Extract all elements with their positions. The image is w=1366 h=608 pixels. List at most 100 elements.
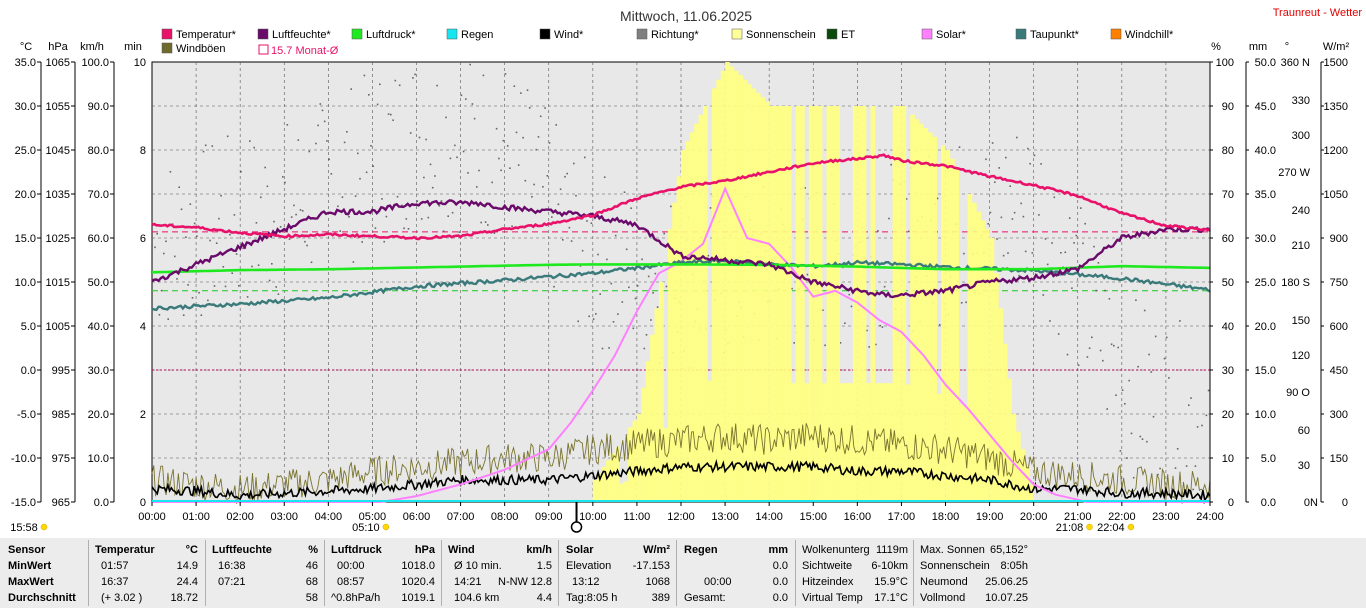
axis-tick-label: 2 (140, 409, 146, 421)
axis-tick-label: 25.0 (15, 145, 36, 157)
direction-point (663, 232, 665, 235)
direction-point (597, 253, 599, 256)
direction-point (709, 207, 712, 209)
series-sunshine (592, 62, 1034, 503)
direction-point (198, 291, 200, 294)
direction-point (372, 165, 374, 167)
direction-point (196, 235, 198, 237)
direction-point (218, 217, 220, 220)
direction-point (875, 343, 877, 346)
stats-misc: Wolkenunterg 1119m Sichtweite 6-10km Hit… (802, 538, 910, 608)
axis-tick-label: 360 N (1281, 57, 1310, 69)
direction-point (991, 142, 994, 144)
direction-point (1029, 162, 1031, 165)
legend-label: Windböen (176, 43, 226, 55)
direction-point (339, 230, 341, 232)
sunshine-bar (888, 383, 893, 502)
stats-press-trend: ^0.8hPa/h (331, 592, 381, 604)
direction-point (1102, 359, 1104, 362)
stats-wind-avg10-label: Ø 10 min. (454, 560, 502, 572)
direction-point (304, 240, 306, 243)
direction-point (350, 88, 352, 90)
axis-tick-label: 18:00 (932, 511, 960, 523)
sunshine-bar (742, 79, 748, 502)
legend-swatch (161, 42, 173, 54)
direction-point (414, 73, 416, 76)
direction-point (888, 217, 890, 220)
sunshine-bar (804, 383, 810, 502)
axis-tick-label: 10.0 (1255, 409, 1276, 421)
axis-tick-label: 80.0 (88, 145, 109, 157)
direction-point (425, 138, 427, 141)
direction-point (346, 131, 348, 133)
direction-point (533, 183, 535, 186)
direction-point (191, 297, 194, 299)
direction-point (623, 191, 626, 193)
direction-point (204, 144, 207, 147)
sunshine-bar (879, 383, 885, 502)
direction-point (271, 263, 273, 265)
stats-hum-max-time: 07:21 (218, 576, 246, 588)
sun-icon (1127, 523, 1135, 531)
site-title: Traunreut - Wetter (1273, 7, 1363, 19)
sun-icon (40, 523, 48, 531)
axis-tick-label: 11:00 (624, 511, 651, 523)
sunshine-bar (795, 106, 801, 502)
direction-point (473, 117, 476, 120)
direction-point (220, 194, 222, 197)
direction-point (1172, 496, 1175, 498)
direction-point (844, 322, 846, 324)
direction-point (822, 309, 824, 311)
direction-point (539, 115, 542, 118)
direction-point (326, 140, 328, 142)
legend-swatch (826, 28, 838, 40)
axis-tick-label: 45.0 (1255, 101, 1276, 113)
legend-label: 15.7 Monat-Ø (271, 45, 339, 57)
direction-point (958, 146, 961, 148)
direction-point (429, 163, 432, 166)
axis-tick-label: 70.0 (88, 189, 109, 201)
series-humidity (151, 199, 1211, 299)
direction-point (575, 194, 577, 197)
direction-point (207, 299, 209, 302)
axis-tick-label: 19:00 (976, 511, 1004, 523)
axis-tick-label: 60.0 (88, 233, 109, 245)
axis-tick-label: 0.0 (94, 497, 109, 509)
axis-unit: ° (1285, 41, 1289, 53)
legend-swatch (1015, 28, 1027, 40)
sunshine-bar (1007, 378, 1012, 502)
direction-point (656, 306, 659, 308)
axis-tick-label: 08:00 (491, 511, 519, 523)
axis-tick-label: 50 (1222, 277, 1234, 289)
direction-point (564, 175, 566, 178)
direction-point (392, 119, 394, 121)
direction-point (229, 233, 231, 236)
stats-wind-max-value: 12.8 (530, 576, 552, 588)
direction-point (555, 124, 557, 126)
legend-swatch (351, 28, 363, 40)
stats-temp-title: Temperatur (95, 544, 155, 556)
direction-point (588, 315, 590, 318)
direction-point (599, 293, 601, 295)
sunshine-bar (751, 88, 757, 503)
sunshine-bar (703, 106, 708, 502)
direction-point (504, 73, 507, 75)
axis-tick-label: 40 (1222, 321, 1234, 333)
axis-tick-label: 300 (1292, 130, 1310, 142)
stats-pressure: Luftdruck hPa 00:00 1018.0 08:57 1020.4 … (331, 538, 437, 608)
direction-point (277, 293, 280, 295)
direction-point (182, 314, 185, 316)
axis-tick-label: 13:00 (711, 511, 739, 523)
axis-unit: hPa (48, 41, 68, 53)
direction-point (1080, 207, 1082, 209)
direction-point (315, 142, 317, 145)
direction-point (1093, 245, 1095, 248)
direction-point (500, 169, 502, 172)
direction-point (1022, 215, 1025, 218)
direction-point (328, 158, 330, 161)
direction-point (1207, 389, 1210, 392)
axis-tick-label: 150 (1330, 453, 1348, 465)
direction-point (321, 109, 324, 112)
direction-point (1141, 438, 1144, 440)
direction-point (226, 135, 229, 138)
